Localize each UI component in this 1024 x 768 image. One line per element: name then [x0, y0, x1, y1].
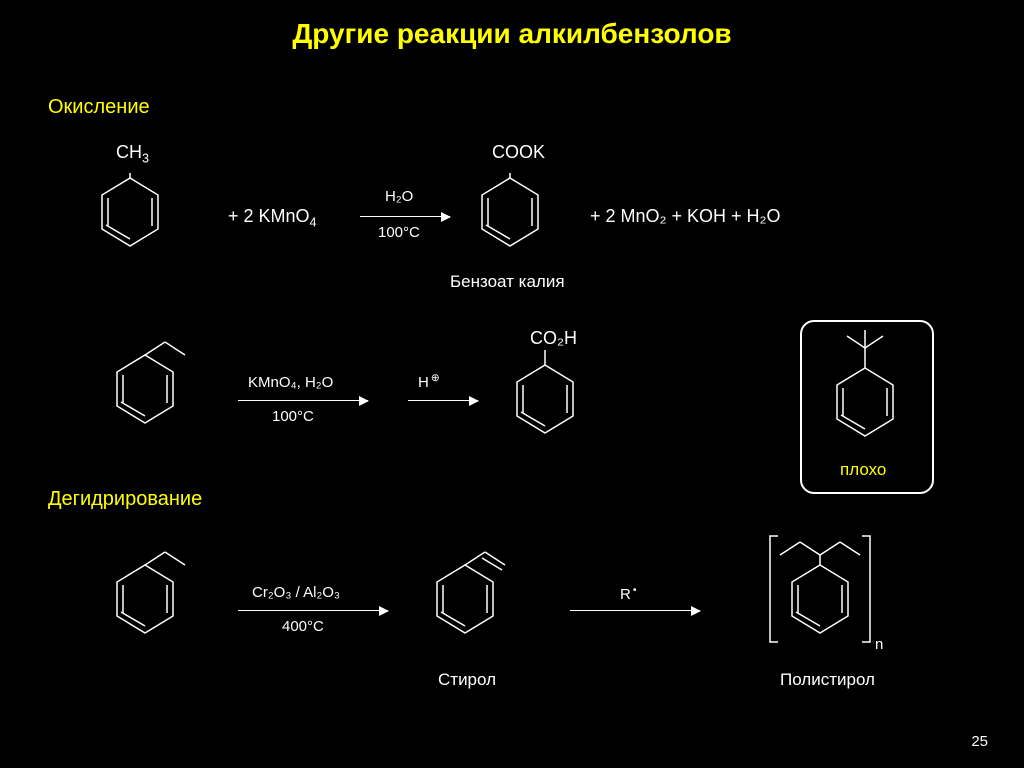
structure-benzoate-ring — [475, 173, 545, 263]
rxn1-arrow — [360, 216, 450, 217]
rxn2-arrow1 — [238, 400, 368, 401]
rxn3-arrow1 — [238, 610, 388, 611]
rxn1-plus-kmno4: + 2 KMnO4 — [228, 206, 317, 230]
rxn2-arrow2 — [408, 400, 478, 401]
section-oxidation: Окисление — [48, 96, 150, 119]
benzoate-caption: Бензоат калия — [450, 272, 565, 292]
structure-tbutylbenzene — [815, 328, 915, 448]
rxn1-arrow-bottom: 100°C — [378, 224, 420, 241]
rxn3-arrow2 — [570, 610, 700, 611]
rxn3-arrow2-top: R• — [620, 584, 637, 603]
rxn2-arrow2-top: H⊕ — [418, 372, 440, 391]
structure-benzoic-acid — [510, 350, 580, 450]
slide-title: Другие реакции алкилбензолов — [0, 0, 1024, 50]
page-number: 25 — [971, 733, 988, 750]
rxn1-products: + 2 MnO₂ + KOH + H₂O — [590, 206, 781, 227]
rxn3-arrow1-top: Cr₂O₃ / Al₂O₃ — [252, 584, 340, 601]
rxn1-arrow-top: H₂O — [385, 188, 413, 205]
benzoate-cook: COOK — [492, 142, 545, 163]
poly-n: n — [875, 636, 883, 653]
polystyrene-caption: Полистирол — [780, 670, 875, 690]
styrene-caption: Стирол — [438, 670, 496, 690]
structure-styrene — [430, 540, 520, 650]
rxn2-arrow1-top: KMnO₄, H₂O — [248, 374, 333, 391]
toluene-ch3: CH3 — [116, 142, 149, 166]
structure-toluene-ring — [95, 173, 165, 263]
box-caption: плохо — [840, 460, 886, 480]
rxn2-arrow1-bottom: 100°C — [272, 408, 314, 425]
rxn3-arrow1-bottom: 400°C — [282, 618, 324, 635]
structure-ethylbenzene2 — [110, 540, 200, 650]
structure-ethylbenzene — [110, 330, 200, 440]
benzoic-co2h: CO₂H — [530, 328, 577, 349]
section-dehydrogenation: Дегидрирование — [48, 488, 202, 511]
